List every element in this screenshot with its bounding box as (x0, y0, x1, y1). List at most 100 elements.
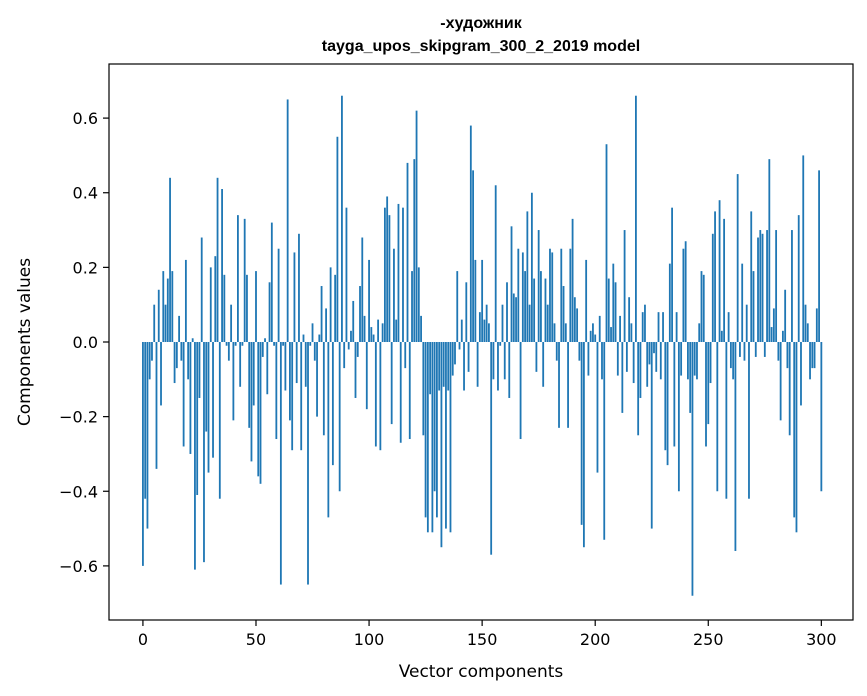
bar-275 (763, 342, 766, 357)
y-tick-label: 0.4 (73, 184, 98, 203)
bar-29 (207, 342, 210, 473)
bar-62 (282, 342, 285, 346)
bar-15 (175, 342, 178, 369)
bar-135 (447, 342, 450, 391)
bar-283 (781, 330, 784, 342)
x-tick-label: 100 (354, 630, 385, 649)
bar-89 (343, 342, 346, 369)
bar-23 (194, 342, 196, 570)
bar-240 (684, 241, 687, 342)
bar-235 (673, 342, 676, 447)
y-axis: −0.6 −0.4 −0.2 0.0 0.2 0.4 0.6 (59, 109, 109, 576)
bar-50 (255, 271, 257, 342)
bar-232 (666, 342, 669, 466)
bar-86 (336, 136, 339, 342)
x-axis: 0 50 100 150 200 250 300 (138, 620, 837, 649)
bar-77 (316, 342, 318, 417)
bar-47 (248, 342, 251, 428)
bar-243 (691, 342, 694, 596)
bar-127 (429, 342, 432, 395)
bar-180 (549, 248, 551, 342)
bar-57 (270, 222, 273, 342)
bar-69 (298, 233, 300, 342)
bar-244 (693, 342, 696, 376)
bar-54 (264, 338, 266, 342)
bar-193 (578, 342, 581, 361)
x-axis-label: Vector components (399, 662, 564, 682)
bar-93 (352, 300, 355, 342)
bar-124 (422, 342, 425, 436)
bar-241 (687, 342, 689, 380)
bar-206 (607, 278, 610, 342)
bar-188 (567, 342, 569, 428)
bar-72 (304, 342, 307, 387)
bar-170 (526, 211, 529, 342)
bar-164 (512, 293, 515, 342)
x-tick-label: 50 (246, 630, 266, 649)
y-tick-label: −0.2 (59, 408, 98, 427)
bar-131 (438, 342, 441, 391)
x-tick-label: 300 (806, 630, 837, 649)
bar-242 (689, 342, 692, 413)
bar-203 (601, 342, 603, 380)
bar-287 (791, 230, 793, 342)
bar-119 (411, 271, 413, 342)
bar-195 (582, 342, 585, 548)
bar-268 (748, 342, 750, 499)
bar-200 (594, 334, 597, 342)
bar-272 (757, 237, 759, 342)
bar-209 (614, 282, 617, 342)
bar-220 (639, 342, 642, 398)
bar-280 (775, 230, 778, 342)
bar-151 (483, 319, 486, 342)
bar-100 (368, 259, 370, 342)
bar-98 (363, 315, 366, 342)
bar-210 (616, 342, 619, 376)
bar-222 (644, 304, 646, 342)
bar-40 (232, 342, 235, 421)
bar-84 (331, 342, 334, 466)
bar-120 (413, 159, 416, 342)
bar-248 (702, 274, 705, 342)
bar-24 (196, 342, 199, 495)
bar-28 (205, 342, 208, 432)
bar-257 (723, 218, 726, 342)
bar-123 (420, 315, 422, 342)
bar-145 (469, 125, 472, 342)
bar-215 (628, 297, 631, 342)
bar-146 (472, 170, 474, 342)
bar-109 (388, 215, 391, 342)
bar-157 (497, 342, 499, 391)
bar-60 (277, 248, 280, 342)
bar-9 (162, 271, 165, 342)
bar-6 (155, 342, 158, 469)
bar-18 (182, 342, 185, 447)
bar-172 (530, 192, 533, 342)
bar-219 (637, 342, 640, 436)
bar-79 (320, 286, 323, 342)
bar-39 (230, 304, 233, 342)
bar-136 (449, 342, 452, 533)
bar-237 (677, 342, 680, 492)
bar-66 (291, 342, 294, 451)
bar-214 (625, 342, 628, 372)
bar-138 (454, 342, 456, 365)
bar-259 (727, 312, 730, 342)
bar-246 (698, 323, 701, 342)
bar-185 (560, 248, 563, 342)
bar-55 (266, 342, 269, 395)
bar-284 (784, 289, 787, 342)
bar-68 (295, 342, 298, 384)
bar-155 (492, 342, 495, 380)
bar-227 (655, 342, 658, 372)
bar-207 (610, 327, 612, 342)
bar-108 (386, 196, 389, 342)
bar-104 (377, 319, 380, 342)
bar-253 (714, 211, 716, 342)
bar-65 (289, 342, 291, 421)
bar-26 (200, 237, 203, 342)
bar-249 (705, 342, 707, 447)
bar-299 (818, 170, 820, 342)
